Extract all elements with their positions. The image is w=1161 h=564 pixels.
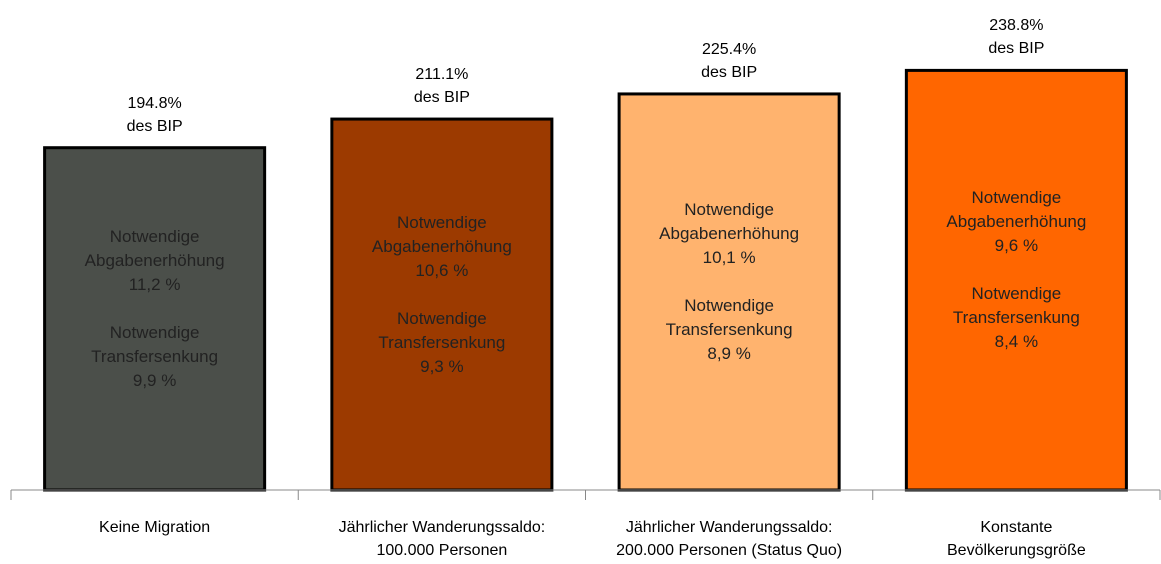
bar-text-line: Abgabenerhöhung xyxy=(371,236,512,256)
value-label: 211.1% des BIP xyxy=(342,63,542,109)
bar xyxy=(904,68,1128,492)
bar-text-line: Notwendige xyxy=(971,284,1062,304)
bar-text-group: Notwendige Abgabenerhöhung 10,6 % xyxy=(322,211,562,283)
value-label: 194.8% des BIP xyxy=(55,92,255,138)
bar-text: Notwendige Abgabenerhöhung 10,1 % Notwendig… xyxy=(609,198,849,366)
bar-text: Notwendige Abgabenerhöhung 11,2 % Notwendig… xyxy=(35,225,275,393)
value-label-note: des BIP xyxy=(701,63,758,81)
bar-text-line: Abgabenerhöhung xyxy=(84,250,225,270)
bar-text-group: Notwendige Transfersenkung 9,9 % xyxy=(35,321,275,393)
bar-text-group: Notwendige Transfersenkung 8,9 % xyxy=(609,294,849,366)
bar-text-line: 9,3 % xyxy=(420,356,464,376)
value-label-number: 238.8% xyxy=(989,17,1044,35)
bar-text-line: Notwendige xyxy=(109,322,200,342)
value-label: 238.8% des BIP xyxy=(916,14,1116,60)
bar-text-line: Notwendige xyxy=(684,295,775,315)
bar-text-line: Notwendige xyxy=(109,226,200,246)
bar-text-line: Notwendige xyxy=(396,212,487,232)
x-tick-label: Jährlicher Wanderungssaldo: 200.000 Pers… xyxy=(616,519,843,559)
bar-text-line: 10,1 % xyxy=(702,247,756,267)
bar-text-group: Notwendige Abgabenerhöhung 10,1 % xyxy=(609,198,849,270)
bar-text-line: Transfersenkung xyxy=(91,346,219,366)
bar-text-line: 10,6 % xyxy=(415,260,469,280)
bar-text-line: 9,9 % xyxy=(132,370,177,390)
bar-text-line: Transfersenkung xyxy=(665,319,793,339)
x-tick-label: Konstante Bevölkerungsgröße xyxy=(947,519,1086,559)
x-tick-label: Keine Migration xyxy=(99,519,211,536)
value-label-note: des BIP xyxy=(126,117,183,135)
bar-text-group: Notwendige Abgabenerhöhung 9,6 % xyxy=(896,186,1136,258)
bar-text-line: 8,4 % xyxy=(994,332,1039,352)
bar-text-group: Notwendige Abgabenerhöhung 11,2 % xyxy=(35,225,275,297)
value-label-note: des BIP xyxy=(413,89,470,107)
value-label-number: 194.8% xyxy=(127,94,182,112)
value-label: 225.4% des BIP xyxy=(629,38,829,84)
bar-text: Notwendige Abgabenerhöhung 10,6 % Notwendig… xyxy=(322,211,562,379)
value-label-note: des BIP xyxy=(988,40,1045,58)
bar xyxy=(43,146,267,492)
bar-text-group: Notwendige Transfersenkung 9,3 % xyxy=(322,307,562,379)
bar xyxy=(330,117,554,492)
bar-text: Notwendige Abgabenerhöhung 9,6 % Notwendige… xyxy=(896,186,1136,354)
bar-text-line: Notwendige xyxy=(971,188,1062,208)
value-label-number: 211.1% xyxy=(415,66,469,84)
bar-text-line: Notwendige xyxy=(684,199,775,219)
bar-text-group: Notwendige Transfersenkung 8,4 % xyxy=(896,282,1136,354)
bar-text-line: Abgabenerhöhung xyxy=(946,212,1087,232)
x-tick-label: Jährlicher Wanderungssaldo: 100.000 Pers… xyxy=(338,519,546,559)
bar-text-line: Notwendige xyxy=(396,308,487,328)
bar-text-line: Abgabenerhöhung xyxy=(659,223,800,243)
bar-text-line: 9,6 % xyxy=(994,236,1039,256)
bar xyxy=(617,92,841,492)
bar-text-line: 11,2 % xyxy=(128,274,181,294)
bar-text-line: 8,9 % xyxy=(707,343,751,363)
value-label-number: 225.4% xyxy=(701,40,757,58)
bar-text-line: Transfersenkung xyxy=(378,332,506,352)
bar-text-line: Transfersenkung xyxy=(952,308,1080,328)
